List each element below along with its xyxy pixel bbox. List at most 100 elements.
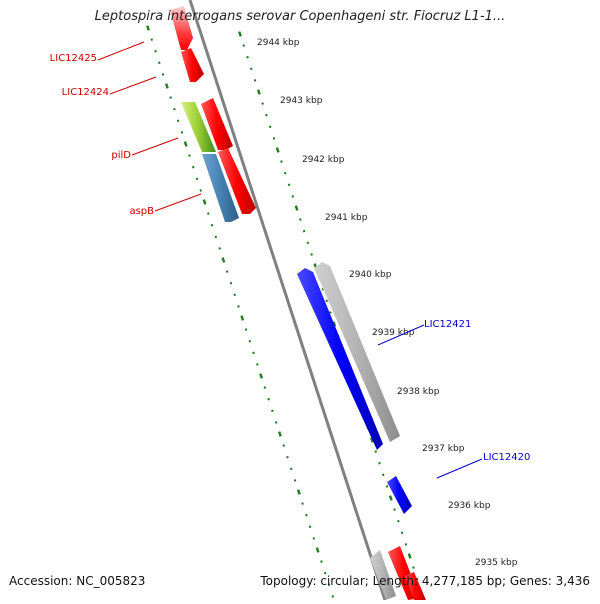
- map-title: Leptospira interrogans serovar Copenhage…: [94, 9, 506, 24]
- scale-tick: [221, 257, 226, 263]
- gene-label-lic12421[interactable]: LIC12421: [424, 319, 471, 330]
- scale-tick: [248, 339, 252, 343]
- gene-label-pild[interactable]: pilD: [111, 150, 131, 161]
- scale-tick: [246, 55, 249, 59]
- gene-feature-lic12424[interactable]: [181, 48, 204, 82]
- scale-tick: [282, 444, 286, 447]
- callout-line-lic12420: [436, 458, 483, 479]
- gene-callouts: [97, 41, 483, 479]
- scale-tick: [195, 177, 199, 181]
- gene-label-lic12424[interactable]: LIC12424: [62, 87, 109, 98]
- scale-tick: [370, 437, 374, 443]
- gene-feature-aspb[interactable]: [202, 154, 239, 222]
- scale-tick: [272, 137, 276, 140]
- scale-tick: [312, 537, 316, 540]
- scale-tick: [240, 315, 245, 321]
- scale-tick: [214, 235, 218, 239]
- scale-tick: [233, 293, 236, 297]
- scale-tick: [158, 61, 161, 65]
- scale-tick: [229, 281, 233, 285]
- scale-tick: [164, 83, 169, 89]
- scale-tick: [263, 386, 267, 389]
- gene-feature-gray-2[interactable]: [370, 550, 396, 600]
- scale-tick: [325, 299, 328, 303]
- scale-tick: [306, 241, 310, 245]
- scale-tick: [305, 513, 308, 517]
- scale-tick: [393, 508, 396, 511]
- scale-tick: [267, 397, 270, 401]
- scale-tick: [289, 467, 293, 471]
- scale-tick: [274, 421, 278, 424]
- scale-label: 2941 kbp: [325, 213, 368, 223]
- scale-tick: [412, 566, 415, 569]
- gene-feature-red-4[interactable]: [218, 148, 256, 214]
- scale-labels: 2944 kbp 2943 kbp 2942 kbp 2941 kbp 2940…: [257, 38, 518, 568]
- gene-feature-lic12420[interactable]: [387, 476, 412, 514]
- scale-label: 2944 kbp: [257, 38, 300, 48]
- gene-label-lic12425[interactable]: LIC12425: [50, 53, 97, 64]
- scale-tick: [169, 96, 172, 99]
- scale-tick: [271, 409, 274, 413]
- scale-tick: [150, 38, 154, 41]
- outer-tick-track: [238, 31, 423, 593]
- scale-tick: [261, 102, 264, 105]
- scale-tick: [180, 131, 184, 134]
- scale-tick: [381, 473, 385, 477]
- gene-label-group: LIC12425 LIC12424 pilD aspB LIC12421 LIC…: [50, 53, 531, 463]
- scale-tick: [146, 25, 150, 31]
- scale-tick: [242, 44, 246, 47]
- scale-tick: [210, 223, 214, 227]
- scale-tick: [329, 311, 332, 314]
- scale-tick: [199, 189, 203, 192]
- scale-tick: [310, 253, 313, 256]
- scale-tick: [331, 595, 335, 598]
- gene-feature-lic12421[interactable]: [297, 268, 383, 450]
- scale-tick: [301, 502, 304, 505]
- scale-tick: [278, 431, 282, 437]
- scale-tick: [286, 455, 289, 459]
- gene-feature-lic12425[interactable]: [170, 6, 193, 50]
- gene-feature-gray-1[interactable]: [314, 262, 400, 442]
- scale-tick: [183, 141, 188, 147]
- scale-tick: [238, 31, 242, 37]
- callout-line-lic12421: [377, 324, 425, 346]
- scale-tick: [161, 73, 165, 76]
- scale-tick: [321, 287, 325, 291]
- scale-tick: [259, 373, 264, 379]
- gene-feature-red-6[interactable]: [405, 572, 426, 600]
- scale-tick: [188, 154, 191, 157]
- scale-tick: [287, 183, 291, 187]
- scale-tick: [323, 571, 327, 575]
- scale-tick: [280, 160, 283, 163]
- scale-tick: [202, 199, 207, 205]
- genome-summary-text: Topology: circular; Length: 4,277,185 bp…: [260, 574, 590, 588]
- scale-tick: [256, 89, 261, 95]
- scale-tick: [374, 450, 378, 453]
- gene-feature-pild[interactable]: [181, 102, 216, 152]
- scale-tick: [404, 543, 408, 546]
- scale-tick: [299, 218, 302, 221]
- scale-label: 2940 kbp: [349, 270, 392, 280]
- scale-tick: [275, 147, 280, 153]
- scale-tick: [291, 195, 295, 198]
- scale-label: 2943 kbp: [280, 96, 323, 106]
- scale-tick: [244, 328, 248, 331]
- genome-backbone: [188, 0, 387, 601]
- callout-line-aspb: [154, 193, 202, 212]
- scale-tick: [296, 489, 301, 495]
- scale-tick: [294, 205, 299, 211]
- scale-tick: [252, 351, 255, 355]
- scale-tick: [250, 67, 253, 71]
- gene-feature-red-3[interactable]: [201, 98, 233, 150]
- scale-tick: [327, 583, 331, 587]
- callout-line-pild: [131, 137, 179, 156]
- scale-tick: [302, 229, 306, 233]
- scale-tick: [388, 495, 393, 501]
- gene-label-aspb[interactable]: aspB: [129, 206, 154, 217]
- scale-tick: [268, 125, 272, 129]
- inner-tick-track: [146, 25, 335, 598]
- gene-label-lic12420[interactable]: LIC12420: [483, 452, 530, 463]
- scale-tick: [407, 553, 412, 559]
